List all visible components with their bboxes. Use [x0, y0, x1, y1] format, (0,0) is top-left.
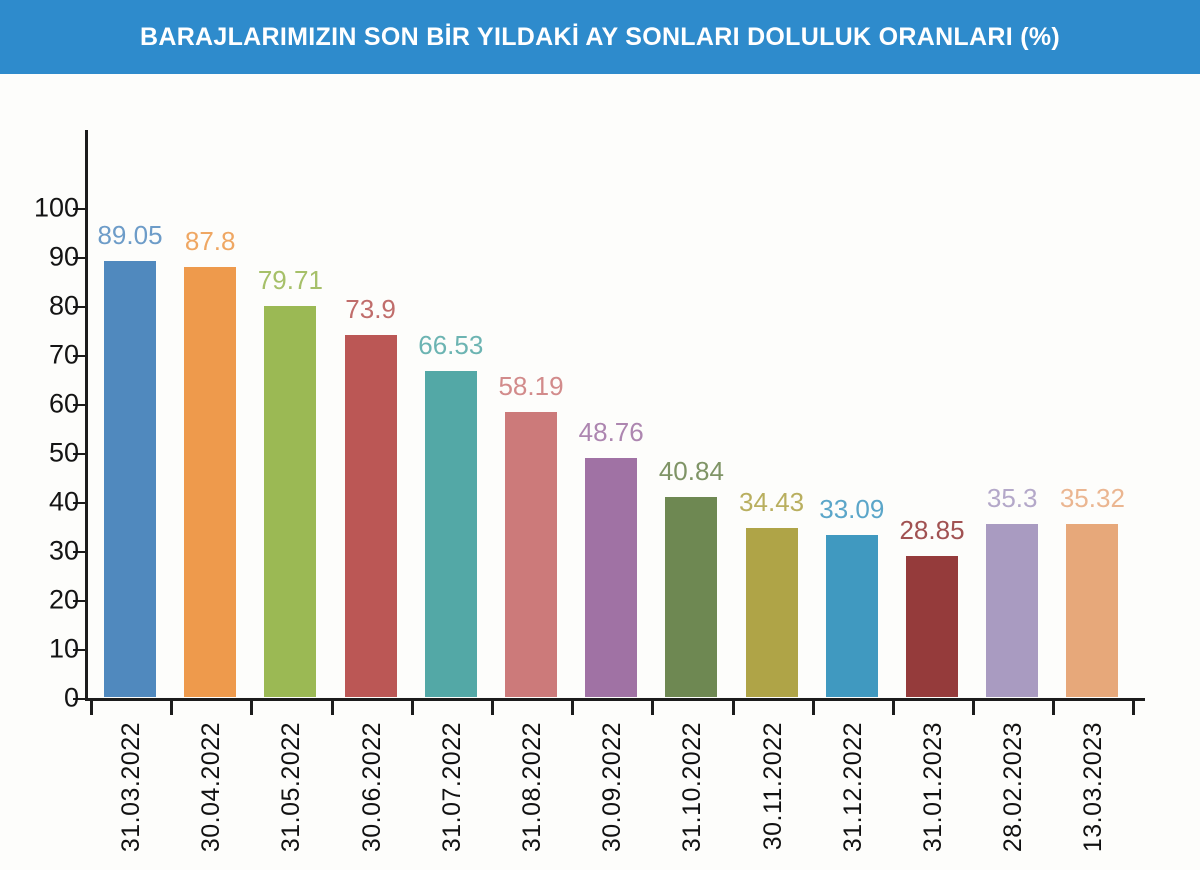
y-tick-label: 70 — [48, 339, 79, 370]
bar[interactable] — [104, 260, 156, 697]
bar-value-label: 40.84 — [658, 455, 724, 486]
bar[interactable] — [264, 306, 317, 697]
bar[interactable] — [986, 524, 1039, 697]
bar[interactable] — [585, 458, 638, 697]
y-tick-mark — [73, 649, 85, 651]
bar[interactable] — [424, 371, 477, 697]
y-tick-label: 10 — [48, 633, 79, 664]
x-axis-label: 28.02.2023 — [999, 722, 1028, 853]
x-axis-label: 31.05.2022 — [277, 722, 306, 853]
x-tick-mark — [731, 701, 735, 715]
y-axis-line — [85, 130, 88, 701]
bar-value-label: 66.53 — [418, 330, 484, 360]
y-tick-mark — [73, 355, 85, 357]
bar-value-label: 35.32 — [1059, 482, 1125, 513]
bar[interactable] — [825, 534, 878, 697]
bar-value-label: 87.8 — [184, 225, 236, 256]
bar[interactable] — [184, 266, 237, 697]
y-tick-mark — [73, 453, 85, 455]
bar-value-label: 48.76 — [578, 417, 644, 448]
x-tick-mark — [892, 701, 895, 715]
x-tick-mark — [330, 701, 334, 715]
x-tick-mark — [170, 701, 174, 715]
x-axis-line — [85, 698, 1145, 701]
x-axis-label: 31.07.2022 — [437, 722, 466, 853]
y-tick-mark — [73, 208, 85, 210]
x-tick-mark — [571, 701, 575, 715]
bar[interactable] — [665, 496, 718, 697]
y-tick-label: 0 — [63, 682, 79, 713]
bar-value-label: 73.9 — [345, 293, 396, 324]
y-tick-mark — [73, 404, 85, 406]
y-tick-label: 90 — [48, 241, 79, 272]
x-tick-mark — [811, 701, 815, 715]
bar-value-label: 34.43 — [739, 487, 805, 518]
y-tick-label: 100 — [33, 192, 79, 223]
y-tick-label: 20 — [48, 584, 79, 615]
x-axis-label: 13.03.2023 — [1079, 722, 1108, 853]
x-tick-mark — [410, 701, 414, 715]
x-tick-mark — [491, 701, 494, 715]
y-tick-mark — [73, 257, 85, 259]
x-tick-mark — [1132, 701, 1136, 715]
bar-value-label: 28.85 — [899, 514, 965, 545]
bar-value-label: 58.19 — [498, 370, 564, 401]
y-tick-label: 80 — [48, 290, 79, 321]
y-tick-mark — [73, 698, 85, 700]
y-tick-label: 50 — [48, 437, 79, 468]
header-banner: BARAJLARIMIZIN SON BİR YILDAKİ AY SONLAR… — [0, 0, 1200, 74]
x-tick-mark — [250, 701, 254, 715]
x-axis-label: 30.11.2022 — [758, 722, 787, 851]
bar-value-label: 79.71 — [257, 265, 323, 296]
x-axis-label: 30.09.2022 — [598, 722, 627, 853]
x-axis-label: 30.04.2022 — [197, 722, 226, 853]
page-title: BARAJLARIMIZIN SON BİR YILDAKİ AY SONLAR… — [139, 22, 1060, 51]
x-axis-label: 31.08.2022 — [518, 722, 546, 853]
x-tick-mark — [90, 701, 93, 715]
x-tick-mark — [1052, 701, 1056, 715]
y-tick-label: 40 — [48, 486, 79, 517]
bar-chart: 0 10 20 30 40 50 60 70 80 90 100 89.05 87.8 79.71 73.… — [0, 74, 1200, 870]
x-axis-label: 31.10.2022 — [678, 722, 707, 853]
x-axis-label: 31.03.2022 — [117, 722, 145, 853]
bar[interactable] — [505, 411, 557, 697]
y-tick-label: 30 — [48, 535, 79, 566]
x-tick-mark — [972, 701, 976, 715]
bar-value-label: 33.09 — [819, 493, 885, 524]
bar[interactable] — [906, 555, 958, 697]
y-tick-mark — [73, 551, 85, 553]
bar[interactable] — [1066, 523, 1119, 697]
y-tick-mark — [73, 600, 85, 602]
plot-region: 0 10 20 30 40 50 60 70 80 90 100 89.05 87.8 79.71 73.… — [34, 130, 1160, 852]
x-axis-label: 31.01.2023 — [919, 722, 947, 853]
y-tick-mark — [73, 502, 85, 504]
bar[interactable] — [344, 334, 397, 697]
x-axis-label: 30.06.2022 — [357, 722, 386, 853]
bar-value-label: 35.3 — [986, 483, 1038, 514]
y-tick-label: 60 — [48, 388, 79, 419]
bar-value-label: 89.05 — [97, 219, 163, 250]
bar[interactable] — [745, 528, 798, 697]
y-tick-mark — [73, 306, 85, 308]
x-tick-mark — [651, 701, 655, 715]
x-axis-label: 31.12.2022 — [838, 722, 867, 853]
